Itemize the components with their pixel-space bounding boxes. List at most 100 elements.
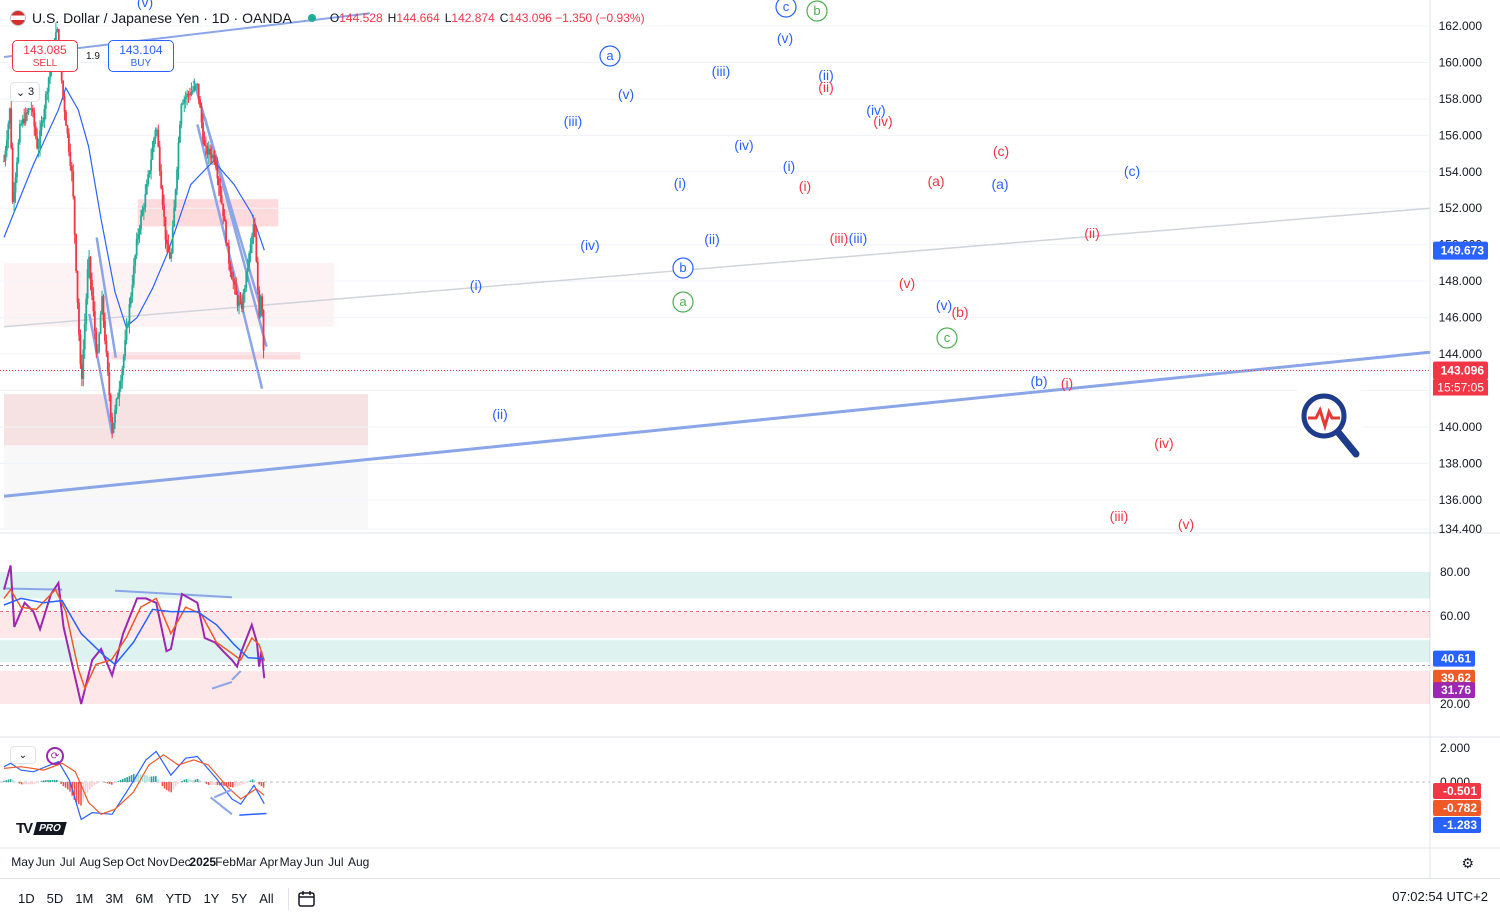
macd-histogram-bar	[229, 782, 232, 788]
macd-histogram-bar	[20, 782, 23, 785]
rsi-tick-label: 20.00	[1440, 697, 1470, 711]
candle-body	[213, 154, 216, 162]
wave-label: (i)	[1061, 375, 1073, 391]
candle-body	[112, 422, 115, 433]
candle-body	[140, 215, 142, 230]
rsi-value-tag: 40.61	[1441, 652, 1471, 666]
timeframe-ytd[interactable]: YTD	[165, 891, 192, 906]
macd-histogram-bar	[56, 779, 58, 782]
macd-histogram-bar	[258, 782, 260, 785]
calendar-range-icon[interactable]	[297, 890, 317, 908]
macd-histogram-bar	[73, 782, 76, 800]
candle-body	[30, 108, 33, 110]
indicator-count: 3	[28, 86, 35, 98]
candle-body	[78, 302, 80, 336]
candle-body	[13, 192, 15, 202]
macd-histogram-bar	[53, 779, 56, 782]
macd-histogram-bar	[183, 779, 186, 782]
price-tick-label: 138.000	[1439, 456, 1483, 470]
macd-histogram-bar	[177, 782, 179, 784]
macd-histogram-bar	[23, 782, 25, 785]
wave-label: (iv)	[1154, 435, 1173, 451]
macd-histogram-bar	[181, 780, 183, 782]
wave-circle	[775, 0, 797, 18]
buy-button[interactable]: 143.104 BUY	[107, 40, 174, 72]
macd-histogram-bar	[221, 782, 223, 786]
macd-histogram-bar	[203, 782, 205, 783]
symbol-title[interactable]: U.S. Dollar / Japanese Yen · 1D · OANDA	[32, 10, 292, 26]
wave-label: (ii)	[818, 79, 834, 95]
wave-label: (iv)	[734, 137, 753, 153]
wave-label: (v)	[618, 86, 634, 102]
candle-body	[23, 118, 26, 124]
candle-body	[254, 223, 256, 237]
macd-histogram-bar	[40, 781, 43, 782]
macd-histogram-bar	[205, 782, 208, 784]
timeframe-3m[interactable]: 3M	[105, 891, 124, 906]
candle-body	[101, 296, 103, 315]
timeframe-5y[interactable]: 5Y	[231, 891, 248, 906]
timeframe-6m[interactable]: 6M	[135, 891, 154, 906]
candle-body	[151, 146, 154, 160]
candle-body	[192, 90, 194, 92]
candle-body	[33, 112, 36, 127]
macd-series-line	[3, 750, 265, 821]
timeframe-1m[interactable]: 1M	[75, 891, 94, 906]
wave-label: (ii)	[818, 67, 834, 83]
macd-trendline	[213, 788, 233, 799]
macd-histogram-bar	[49, 780, 51, 782]
macd-histogram-bar	[148, 776, 150, 782]
clock-display[interactable]: 07:02:54 UTC+2	[1392, 889, 1488, 904]
candle-body	[145, 184, 148, 195]
magnifier-analysis-icon	[1298, 388, 1362, 460]
wave-label: (v)	[936, 297, 952, 313]
candle-body	[128, 304, 131, 324]
macd-histogram-bar	[29, 782, 32, 785]
candle-body	[158, 146, 161, 171]
candle-body	[177, 142, 180, 170]
macd-histogram-bar	[141, 774, 144, 782]
sync-icon[interactable]: ⟳	[46, 747, 64, 765]
candle-body	[46, 91, 49, 94]
macd-histogram-bar	[216, 782, 219, 786]
indicators-toggle-button[interactable]: ⌄ 3	[10, 82, 40, 102]
candle-body	[150, 159, 152, 171]
timeframe-1d[interactable]: 1D	[18, 891, 35, 906]
pane-collapse-button[interactable]: ⌄	[10, 746, 36, 764]
candle-body	[26, 112, 28, 114]
price-zone	[4, 394, 368, 446]
macd-histogram-bar	[194, 779, 197, 782]
macd-histogram-bar	[58, 780, 60, 782]
macd-histogram-bar	[130, 775, 133, 782]
macd-histogram-bar	[113, 782, 115, 784]
countdown-bg	[1433, 379, 1488, 396]
rsi-trendline	[3, 587, 63, 591]
timeframe-all[interactable]: All	[259, 891, 274, 906]
rsi-value-bg	[1433, 682, 1475, 699]
candle-body	[124, 339, 127, 357]
wave-label: (i)	[799, 178, 811, 194]
candle-body	[4, 150, 7, 161]
sell-button[interactable]: 143.085 SELL	[12, 40, 78, 72]
candle-body	[239, 301, 242, 303]
timeframe-5d[interactable]: 5D	[46, 891, 64, 906]
settings-gear-icon[interactable]: ⚙	[1461, 855, 1474, 871]
symbol-legend: U.S. Dollar / Japanese Yen · 1D · OANDA …	[10, 10, 645, 26]
candle-body	[203, 139, 206, 146]
wave-label: (v)	[137, 0, 153, 10]
macd-histogram-bar	[25, 782, 27, 785]
macd-histogram-bar	[69, 782, 71, 792]
market-open-icon	[307, 14, 316, 22]
candle-body	[223, 216, 226, 222]
macd-histogram-bar	[172, 782, 175, 790]
macd-histogram-bar	[185, 779, 188, 782]
timeframe-1y[interactable]: 1Y	[203, 891, 220, 906]
macd-histogram-bar	[155, 776, 157, 782]
rsi-zone	[0, 611, 1430, 638]
time-tick-label: Aug	[348, 855, 369, 869]
candle-body	[242, 292, 245, 309]
candle-body	[20, 123, 23, 125]
candle-body	[207, 148, 210, 155]
buy-price: 143.104	[119, 43, 163, 57]
